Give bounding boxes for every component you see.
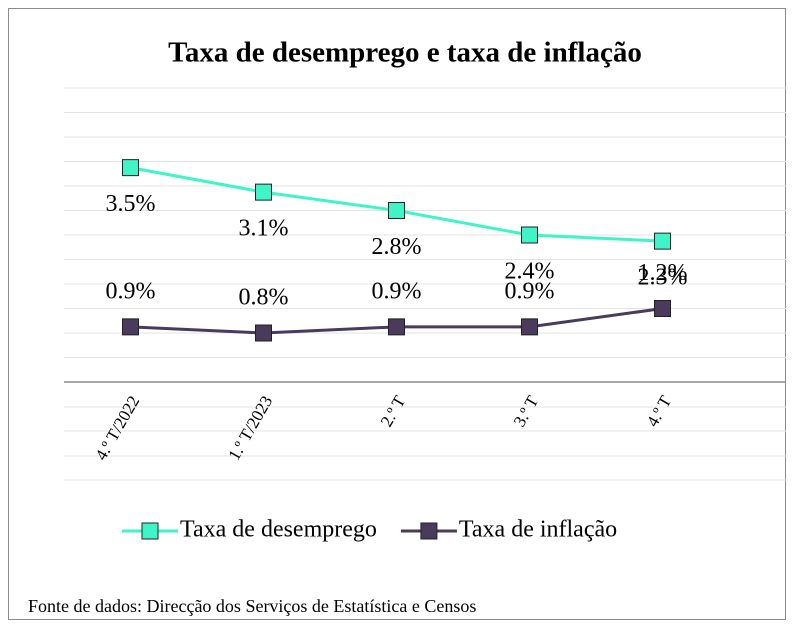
legend-marker [420,522,438,540]
marker [654,300,671,317]
marker [388,202,405,219]
data-label: 2.8% [372,234,422,260]
legend-marker [141,522,159,540]
marker [388,318,405,336]
data-label: 3.1% [239,216,289,242]
marker [255,183,272,201]
data-label: 0.9% [505,278,555,304]
legend-label: Taxa de inflação [459,517,617,543]
source-note: Fonte de dados: Direcção dos Serviços de… [28,596,476,616]
marker [255,324,272,342]
data-label: 3.5% [106,191,156,217]
data-label: 0.9% [106,278,156,304]
chart-title: Taxa de desemprego e taxa de inflação [168,37,642,69]
marker [122,318,139,336]
data-label: 0.9% [372,278,422,304]
legend-label: Taxa de desemprego [180,517,377,543]
marker [521,318,538,336]
marker [521,226,538,244]
data-label: 2.3% [638,265,688,291]
category-band-lines [64,406,786,481]
marker [654,232,671,250]
data-label: 2.4% [505,259,555,285]
marker [122,159,139,177]
data-label: 1.2% [638,260,688,286]
data-label: 0.8% [239,285,289,311]
